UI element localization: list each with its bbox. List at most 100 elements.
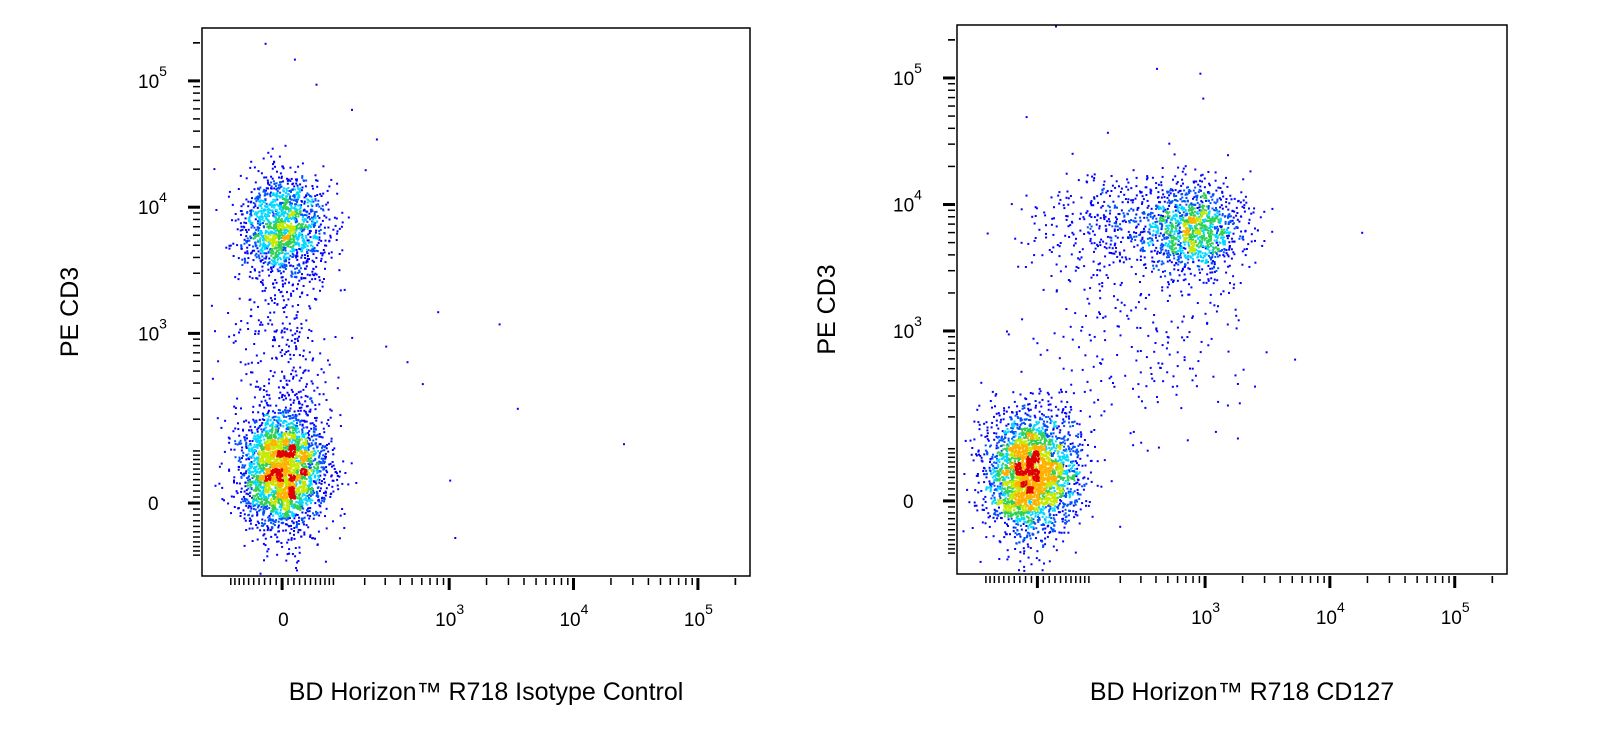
event-dot (255, 497, 258, 500)
event-dot (289, 250, 292, 253)
event-dot (261, 491, 264, 494)
event-dot (314, 442, 317, 444)
event-dot (277, 447, 280, 450)
event-dot (263, 511, 266, 514)
event-dot (310, 483, 313, 486)
event-dot (321, 444, 324, 447)
event-dot (304, 511, 307, 514)
event-dot (286, 198, 289, 201)
event-dot (292, 217, 295, 220)
event-dot (995, 412, 998, 415)
event-dot (286, 328, 289, 331)
event-dot (299, 450, 302, 453)
event-dot (296, 252, 299, 255)
event-dot (278, 465, 281, 468)
event-dot (322, 466, 325, 469)
event-dot (305, 487, 308, 490)
event-dot (274, 533, 277, 536)
event-dot (298, 523, 301, 525)
event-dot (261, 323, 264, 326)
event-dot (269, 231, 272, 234)
event-dot (273, 436, 276, 438)
event-dot (285, 458, 288, 461)
event-dot (260, 479, 263, 482)
event-dot (322, 427, 325, 430)
event-dot (297, 506, 299, 509)
event-dot (262, 467, 265, 470)
event-dot (294, 467, 297, 470)
event-dot (278, 487, 281, 490)
event-dot (262, 452, 265, 455)
event-dot (305, 261, 308, 264)
event-dot (280, 433, 283, 436)
event-dot (265, 231, 267, 233)
event-dot (299, 390, 302, 393)
event-dot (291, 414, 294, 417)
event-dot (293, 211, 296, 214)
event-dot (296, 267, 298, 270)
event-dot (291, 431, 294, 434)
event-dot (264, 424, 267, 427)
event-dot (308, 351, 311, 354)
event-dot (271, 431, 274, 434)
event-dot (303, 531, 306, 534)
event-dot (293, 517, 296, 520)
event-dot (268, 261, 271, 264)
event-dot (289, 357, 292, 360)
event-dot (998, 506, 1000, 509)
event-dot (1027, 556, 1030, 559)
event-dot (280, 276, 283, 279)
event-dot (313, 423, 316, 426)
event-dot (285, 264, 288, 267)
event-dot (283, 206, 286, 209)
event-dot (278, 263, 281, 266)
event-dot (258, 461, 261, 464)
event-dot (233, 476, 236, 479)
event-dot (253, 467, 256, 470)
event-dot (264, 464, 267, 467)
event-dot (294, 210, 297, 213)
event-dot (312, 253, 315, 256)
event-dot (307, 249, 310, 252)
event-dot (253, 249, 256, 252)
event-dot (275, 519, 278, 522)
event-dot (301, 236, 304, 239)
event-dot (307, 336, 309, 339)
event-dot (347, 483, 350, 486)
event-dot (300, 377, 303, 380)
event-dot (294, 440, 297, 443)
event-dot (259, 231, 262, 234)
event-dot (269, 234, 272, 237)
event-dot (270, 268, 273, 270)
event-dot (306, 225, 308, 228)
event-dot (266, 430, 269, 433)
event-dot (1044, 543, 1047, 546)
event-dot (292, 522, 295, 525)
event-dot (275, 491, 278, 494)
event-dot (310, 444, 313, 447)
event-dot (287, 422, 290, 425)
event-dot (266, 222, 268, 225)
event-dot (268, 486, 271, 489)
event-dot (295, 212, 298, 215)
event-dot (217, 360, 220, 363)
event-dot (312, 439, 315, 442)
event-dot (315, 229, 318, 232)
event-dot (282, 448, 285, 451)
event-dot (1029, 547, 1032, 549)
event-dot (454, 537, 457, 539)
event-dot (268, 204, 271, 207)
event-dot (284, 278, 287, 281)
event-dot (301, 511, 304, 514)
event-dot (283, 259, 286, 262)
event-dot (255, 200, 258, 203)
event-dot (283, 228, 286, 231)
event-dot (267, 455, 270, 458)
event-dot (310, 477, 313, 480)
event-dot (273, 371, 276, 374)
event-dot (301, 429, 304, 432)
event-dot (321, 285, 324, 288)
event-dot (320, 482, 323, 485)
event-dot (278, 289, 280, 291)
event-dot (273, 474, 276, 477)
